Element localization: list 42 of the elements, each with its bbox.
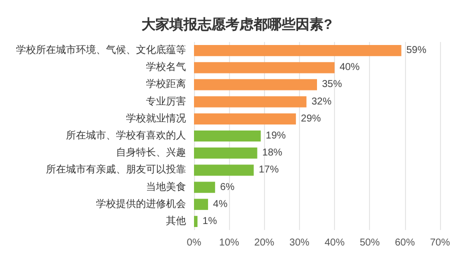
data-label: 35%: [322, 79, 342, 90]
y-tick-label: 学校名气: [146, 61, 186, 74]
x-tick-label: 0%: [186, 238, 202, 248]
data-label: 32%: [311, 96, 332, 108]
y-tick-label: 学校就业情况: [126, 112, 186, 124]
data-label: 17%: [258, 164, 279, 176]
bar: [194, 148, 258, 159]
x-tick-label: 50%: [360, 238, 380, 248]
y-tick-label: 学校距离: [146, 78, 186, 90]
chart-title: 大家填报志愿考虑都哪些因素?: [142, 16, 332, 32]
data-label: 40%: [340, 62, 360, 74]
bar: [194, 182, 216, 193]
data-label: 6%: [220, 182, 235, 193]
x-tick-label: 70%: [430, 238, 450, 248]
y-tick-label: 其他: [166, 214, 186, 227]
data-label: 4%: [213, 198, 228, 210]
y-tick-label: 所在城市有亲戚、朋友可以投靠: [46, 164, 186, 176]
y-tick-label: 学校提供的进修机会: [96, 198, 186, 210]
data-label: 29%: [300, 113, 322, 124]
y-tick-label: 学校所在城市环境、气候、文化底蕴等: [16, 44, 186, 56]
y-tick-label: 专业厉害: [146, 95, 186, 108]
data-label: 1%: [202, 216, 218, 227]
x-tick-label: 30%: [289, 238, 310, 248]
bar: [194, 96, 306, 108]
bar: [194, 164, 254, 176]
bar: [194, 216, 198, 228]
bar: [194, 198, 208, 210]
data-label: 18%: [262, 148, 282, 159]
x-tick-label: 60%: [394, 238, 415, 248]
x-tick-label: 10%: [219, 238, 240, 248]
bar: [194, 130, 261, 142]
y-tick-label: 当地美食: [146, 180, 186, 193]
bar: [194, 79, 317, 90]
data-label: 59%: [406, 45, 426, 56]
data-label: 19%: [266, 130, 286, 142]
bar: [194, 44, 402, 56]
x-tick-label: 20%: [254, 238, 274, 248]
bar: [194, 113, 296, 124]
x-tick-label: 40%: [324, 238, 345, 248]
bar: [194, 62, 335, 74]
y-tick-label: 所在城市、学校有喜欢的人: [66, 130, 186, 142]
y-tick-label: 自身特长、兴趣: [116, 146, 186, 159]
